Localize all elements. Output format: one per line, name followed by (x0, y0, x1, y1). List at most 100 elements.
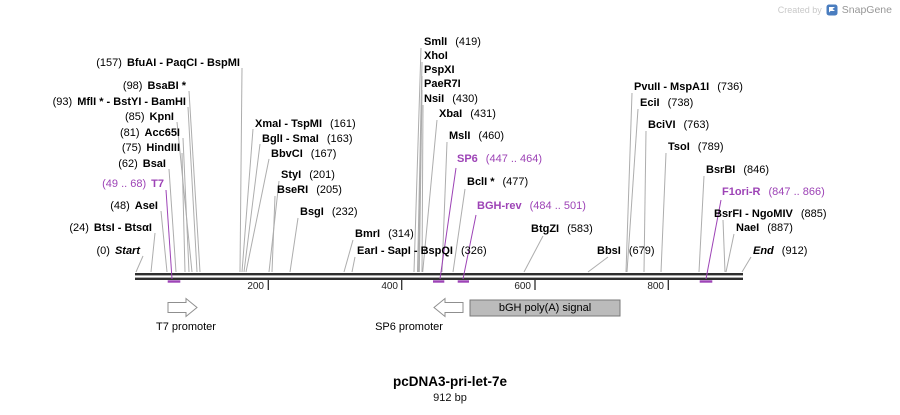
site-pos: (314) (388, 228, 414, 240)
site-name: BglI - SmaI (262, 133, 319, 145)
primer-range: (484 .. 501) (529, 200, 586, 212)
site-label-bgli-smai: BglI - SmaI (163) (262, 133, 353, 145)
t7-promoter-arrow (167, 297, 198, 318)
leader-lines (135, 47, 752, 273)
site-label-bsai: (62) BsaI (118, 158, 166, 170)
site-label-eari-sapi-bspqi: EarI - SapI - BspQI (326) (357, 245, 487, 257)
site-label-styi: StyI (201) (281, 169, 335, 181)
site-label-pvuii-mspa1i: PvuII - MspA1I (736) (634, 81, 743, 93)
site-pos: (157) (96, 57, 122, 69)
site-pos: (583) (567, 223, 593, 235)
site-name: EciI (640, 97, 660, 109)
site-pos: (205) (316, 184, 342, 196)
site-name: PaeR7I (424, 78, 461, 90)
site-pos: (48) (110, 200, 130, 212)
primer-range: (447 .. 464) (485, 153, 543, 165)
site-label-bfuai-paqci-bspmi: (157) BfuAI - PaqCI - BspMI (96, 57, 240, 69)
site-label-naei: NaeI (887) (736, 222, 793, 234)
snapgene-logo-icon (826, 4, 838, 16)
plasmid-title: pcDNA3-pri-let-7e (392, 374, 508, 389)
site-label-mfli-bstyi-bamhi: (93) MflI * - BstYI - BamHI (53, 96, 186, 108)
site-pos: (62) (118, 158, 138, 170)
primer-name: BGH-rev (477, 200, 522, 212)
site-name: XmaI - TspMI (255, 118, 323, 130)
site-name: BseRI (277, 184, 309, 196)
site-pos: (98) (122, 80, 143, 92)
site-name: BmrI (355, 228, 381, 240)
site-label-asei: (48) AseI (110, 200, 158, 212)
site-name: KpnI (149, 111, 174, 123)
site-name: BtsI - BtsαI (93, 222, 152, 234)
site-label-ecii: EciI (738) (640, 97, 693, 109)
primer-label-bgh-rev: BGH-rev (484 .. 501) (477, 200, 586, 212)
site-label-xmai-tspmi: XmaI - TspMI (161) (255, 118, 356, 130)
site-name: XhoI (424, 50, 448, 62)
site-name: BsgI (300, 206, 324, 218)
sequence-ruler (135, 273, 743, 280)
bgh-polya-label: bGH poly(A) signal (498, 302, 592, 314)
site-label-bsabi: (98) BsaBI * (123, 80, 186, 92)
end-label: End (912) (753, 245, 807, 257)
tick-label-800: 800 (647, 281, 664, 292)
site-label-xhoi: XhoI (424, 50, 456, 62)
site-label-smli: SmlI (419) (424, 36, 481, 48)
site-label-bsrfi-ngomiv: BsrFI - NgoMIV (885) (714, 208, 827, 220)
site-name: MflI * - BstYI - BamHI (77, 96, 186, 108)
watermark-brand: SnapGene (841, 4, 892, 16)
primer-label-sp6: SP6 (447 .. 464) (457, 153, 542, 165)
site-name: PspXI (424, 64, 455, 76)
site-pos: (167) (310, 148, 337, 160)
site-pos: (763) (683, 119, 710, 131)
site-name: NaeI (736, 222, 760, 234)
start-name: Start (114, 245, 140, 257)
site-pos: (460) (478, 130, 505, 142)
start-pos: (0) (96, 245, 110, 257)
site-name: BbsI (597, 245, 621, 257)
site-name: StyI (281, 169, 302, 181)
site-name: BsrFI - NgoMIV (714, 208, 793, 220)
site-pos: (846) (743, 164, 770, 176)
snapgene-watermark: Created by SnapGene (778, 4, 892, 16)
site-name: BsrBI (706, 164, 736, 176)
primer-range: (847 .. 866) (768, 186, 825, 198)
tick-label-600: 600 (514, 281, 531, 292)
primer-label-t7: (49 .. 68) T7 (102, 178, 164, 190)
primer-range: (49 .. 68) (102, 178, 147, 190)
site-label-acc65i: (81) Acc65I (120, 127, 180, 139)
site-name: Acc65I (144, 127, 180, 139)
bgh-polya-box (469, 299, 621, 317)
primer-leader-lines (165, 167, 722, 280)
site-name: PvuII - MspA1I (634, 81, 710, 93)
tick-label-400: 400 (381, 281, 398, 292)
site-pos: (789) (697, 141, 724, 153)
site-pos: (887) (767, 222, 793, 234)
site-name: BtgZI (531, 223, 560, 235)
site-pos: (885) (800, 208, 827, 220)
sp6-promoter-label: SP6 promoter (375, 321, 443, 333)
site-label-bsrbi: BsrBI (846) (706, 164, 769, 176)
site-label-xbai: XbaI (431) (439, 108, 496, 120)
site-pos: (232) (331, 206, 358, 218)
site-label-bmri: BmrI (314) (355, 228, 414, 240)
primer-name: T7 (151, 178, 164, 190)
site-label-bbsi: BbsI (679) (597, 245, 655, 257)
site-pos: (326) (460, 245, 487, 257)
site-name: BsaI (142, 158, 166, 170)
site-label-hindiii: (75) HindIII (122, 142, 180, 154)
site-label-msli: MslI (460) (449, 130, 504, 142)
site-name: BsaBI * (147, 80, 186, 92)
site-pos: (161) (330, 118, 356, 130)
site-label-btgzi: BtgZI (583) (531, 223, 593, 235)
site-label-tsoi: TsoI (789) (668, 141, 723, 153)
site-pos: (81) (119, 127, 140, 139)
site-label-bsgi: BsgI (232) (300, 206, 358, 218)
site-name: AseI (134, 200, 158, 212)
end-name: End (753, 245, 774, 257)
site-label-bcivi: BciVI (763) (648, 119, 709, 131)
start-label: (0) Start (96, 245, 140, 257)
site-name: NsiI (424, 93, 445, 105)
ruler-ticks (267, 280, 669, 290)
site-pos: (24) (69, 222, 89, 234)
tick-label-200: 200 (247, 281, 264, 292)
